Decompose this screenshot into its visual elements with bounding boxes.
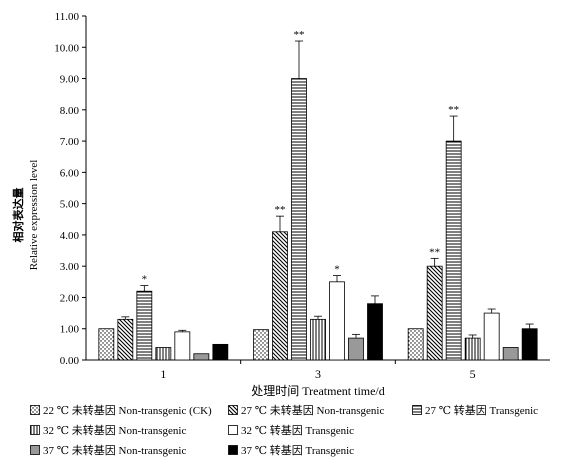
bar — [426, 265, 443, 361]
x-tick-label: 5 — [470, 367, 476, 381]
bar — [253, 329, 269, 361]
y-tick-label: 10.00 — [54, 42, 79, 54]
x-axis-label: 处理时间 Treatment time/d — [251, 384, 385, 398]
x-tick-label: 1 — [160, 367, 166, 381]
y-tick-label: 4.00 — [60, 230, 80, 242]
y-axis-label-en: Relative expression level — [28, 160, 40, 271]
significance-label: ** — [294, 29, 305, 41]
bar — [445, 140, 462, 361]
bar — [117, 318, 134, 361]
y-tick-label: 7.00 — [60, 136, 80, 148]
bar — [310, 318, 326, 361]
significance-label: ** — [275, 204, 286, 216]
bar — [136, 290, 153, 361]
bar — [521, 328, 538, 361]
bar-chart: 0.00 1.00 2.00 3.00 4.00 5.00 6.00 7.00 8.00 9.00… — [11, 11, 550, 398]
bar — [193, 353, 210, 361]
legend-label: 22 ℃ 未转基因 Non-transgenic (CK) — [43, 405, 212, 417]
legend-row: 37 ℃ 未转基因 Non-transgenic 37 ℃ 转基因 Transge… — [30, 442, 565, 462]
legend-swatch — [30, 405, 40, 415]
legend-item: 32 ℃ 转基因 Transgenic — [228, 422, 354, 438]
y-axis-label-cn: 相对表达量 — [11, 188, 25, 243]
legend-swatch — [228, 405, 238, 415]
y-tick-label: 8.00 — [60, 105, 80, 117]
bar — [348, 337, 364, 361]
legend-label: 37 ℃ 未转基因 Non-transgenic — [43, 445, 187, 457]
legend-label: 27 ℃ 未转基因 Non-transgenic — [241, 405, 385, 417]
legend-swatch — [412, 405, 422, 415]
bar — [483, 312, 500, 361]
y-tick-label: 6.00 — [60, 167, 80, 179]
bar — [502, 347, 519, 361]
bar — [291, 78, 307, 361]
legend-item: 27 ℃ 未转基因 Non-transgenic — [228, 402, 384, 418]
legend-label: 37 ℃ 转基因 Transgenic — [241, 445, 355, 457]
legend-swatch — [228, 445, 238, 455]
bar — [174, 331, 191, 361]
x-tick-label: 3 — [315, 367, 321, 381]
bar — [407, 328, 424, 361]
significance-label: * — [334, 264, 340, 276]
y-tick-label: 0.00 — [60, 355, 80, 367]
legend-label: 32 ℃ 未转基因 Non-transgenic — [43, 425, 187, 437]
significance-label: ** — [448, 104, 459, 116]
legend-swatch — [228, 425, 238, 435]
legend-row: 22 ℃ 未转基因 Non-transgenic (CK) 27 ℃ 未转基因 N… — [30, 402, 565, 422]
significance-label: * — [142, 274, 148, 286]
bar — [155, 347, 172, 361]
y-tick-label: 5.00 — [60, 199, 80, 211]
bar — [272, 231, 288, 361]
legend-label: 27 ℃ 转基因 Transgenic — [425, 405, 539, 417]
bar — [98, 328, 115, 361]
legend-item: 37 ℃ 转基因 Transgenic — [228, 442, 354, 458]
legend-row: 32 ℃ 未转基因 Non-transgenic 32 ℃ 转基因 Transge… — [30, 422, 565, 442]
significance-label: ** — [429, 246, 440, 258]
bar — [212, 343, 229, 361]
y-tick-label: 2.00 — [60, 292, 80, 304]
legend: 22 ℃ 未转基因 Non-transgenic (CK) 27 ℃ 未转基因 N… — [30, 402, 565, 462]
bar — [329, 281, 345, 361]
legend-swatch — [30, 445, 40, 455]
legend-item: 32 ℃ 未转基因 Non-transgenic — [30, 422, 186, 438]
y-tick-label: 1.00 — [60, 324, 80, 336]
legend-label: 32 ℃ 转基因 Transgenic — [241, 425, 355, 437]
bar — [464, 337, 481, 361]
bar — [367, 303, 383, 361]
y-tick-label: 11.00 — [55, 11, 80, 23]
y-tick-label: 9.00 — [60, 74, 80, 86]
legend-item: 27 ℃ 转基因 Transgenic — [412, 402, 538, 418]
legend-swatch — [30, 425, 40, 435]
y-tick-label: 3.00 — [60, 261, 80, 273]
legend-item: 37 ℃ 未转基因 Non-transgenic — [30, 442, 186, 458]
legend-item: 22 ℃ 未转基因 Non-transgenic (CK) — [30, 402, 212, 418]
